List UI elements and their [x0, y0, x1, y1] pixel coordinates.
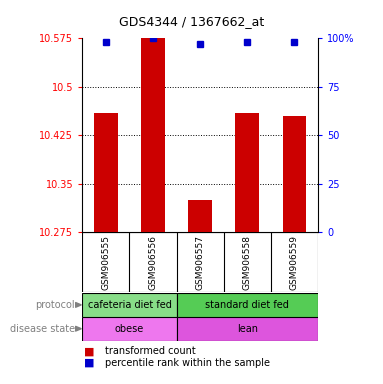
Text: obese: obese	[115, 324, 144, 334]
Text: GSM906557: GSM906557	[196, 235, 205, 290]
Bar	[177, 293, 318, 317]
Text: disease state: disease state	[10, 324, 75, 334]
Bar	[188, 200, 212, 232]
Text: ■: ■	[84, 358, 95, 368]
Bar	[94, 113, 118, 232]
Bar	[82, 317, 177, 341]
Polygon shape	[75, 326, 81, 331]
Bar	[283, 116, 306, 232]
Text: GSM906556: GSM906556	[149, 235, 157, 290]
Text: GSM906559: GSM906559	[290, 235, 299, 290]
Text: cafeteria diet fed: cafeteria diet fed	[88, 300, 171, 310]
Text: percentile rank within the sample: percentile rank within the sample	[105, 358, 270, 368]
Text: GSM906558: GSM906558	[243, 235, 252, 290]
Text: GDS4344 / 1367662_at: GDS4344 / 1367662_at	[119, 15, 264, 28]
Text: standard diet fed: standard diet fed	[205, 300, 289, 310]
Text: ■: ■	[84, 346, 95, 356]
Bar	[82, 293, 177, 317]
Bar	[141, 38, 165, 232]
Bar	[177, 317, 318, 341]
Text: transformed count: transformed count	[105, 346, 196, 356]
Polygon shape	[75, 303, 81, 307]
Text: protocol: protocol	[35, 300, 75, 310]
Text: GSM906555: GSM906555	[101, 235, 110, 290]
Text: lean: lean	[237, 324, 258, 334]
Bar	[236, 113, 259, 232]
